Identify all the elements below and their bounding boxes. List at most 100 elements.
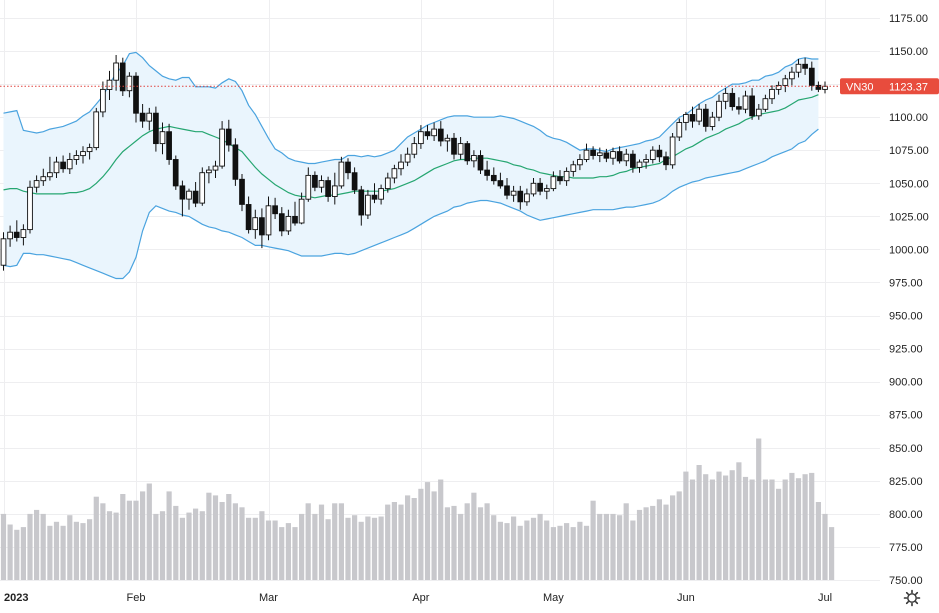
- candle: [93, 107, 100, 151]
- candle: [557, 170, 563, 185]
- candle-body: [497, 180, 504, 187]
- candle-body: [232, 144, 239, 180]
- y-tick-label: 975.00: [889, 278, 923, 290]
- candle-body: [133, 75, 139, 114]
- candle-body: [504, 185, 510, 196]
- volume-bar: [723, 475, 729, 580]
- x-tick-label: 2023: [4, 592, 28, 604]
- volume-bar: [636, 509, 643, 580]
- candle-body: [610, 151, 616, 159]
- candle-body: [517, 190, 524, 203]
- candle: [716, 94, 722, 122]
- candle-body: [27, 186, 33, 231]
- volume-bar: [564, 523, 570, 580]
- candle: [411, 137, 418, 159]
- candle-body: [86, 147, 93, 153]
- candle-body: [126, 75, 133, 92]
- x-tick-label: Mar: [259, 592, 278, 604]
- candle-body: [365, 194, 371, 216]
- volume-bar: [477, 507, 484, 580]
- candle-body: [13, 231, 20, 238]
- candle-body: [736, 106, 742, 110]
- candle: [285, 209, 292, 235]
- candle-body: [378, 188, 384, 200]
- volume-bar: [398, 504, 404, 580]
- volume-bar: [140, 491, 146, 580]
- candle-body: [822, 85, 828, 90]
- y-tick-label: 900.00: [889, 377, 923, 389]
- candle-body: [649, 149, 656, 160]
- candle: [53, 156, 60, 178]
- candle: [139, 104, 146, 128]
- volume-bar: [27, 513, 33, 580]
- volume-bar: [663, 504, 669, 580]
- volume-bar: [418, 488, 424, 580]
- candle-body: [331, 185, 338, 197]
- candle: [822, 81, 828, 94]
- candle-body: [689, 114, 696, 122]
- candle: [749, 88, 755, 120]
- volume-bar: [815, 502, 821, 580]
- candle-body: [590, 149, 596, 156]
- y-tick-label: 1025.00: [889, 211, 929, 223]
- volume-bar: [318, 504, 325, 580]
- candle: [365, 189, 371, 219]
- volume-bar: [212, 495, 219, 580]
- volume-bar: [60, 525, 66, 580]
- candle-body: [285, 215, 292, 232]
- volume-bars: [0, 438, 835, 580]
- candle: [742, 90, 749, 114]
- lower-band-line: [3, 128, 819, 280]
- candle: [245, 196, 252, 234]
- volume-bar: [550, 527, 556, 580]
- candle: [239, 174, 245, 212]
- volume-bar: [683, 471, 689, 580]
- candle: [305, 167, 312, 202]
- candle: [570, 160, 577, 177]
- candle-body: [775, 84, 782, 90]
- candle-body: [166, 131, 172, 160]
- candle: [484, 160, 490, 181]
- candle-body: [729, 92, 736, 108]
- volume-bar: [570, 527, 576, 580]
- volume-bar: [312, 513, 318, 580]
- candle-body: [563, 170, 570, 182]
- volume-bar: [371, 517, 378, 580]
- candle: [20, 224, 27, 246]
- volume-bar: [630, 520, 636, 580]
- volume-bar: [7, 524, 13, 580]
- candle: [186, 188, 192, 210]
- volume-bar: [517, 525, 523, 580]
- candle-body: [669, 136, 676, 166]
- y-tick-label: 850.00: [889, 443, 923, 455]
- settings-gear-icon[interactable]: [903, 589, 921, 607]
- volume-bar: [219, 502, 225, 580]
- candle: [775, 81, 782, 95]
- candle-body: [239, 178, 245, 205]
- candle-body: [219, 128, 225, 167]
- volume-bar: [385, 504, 391, 580]
- candle: [398, 154, 404, 176]
- y-tick-label: 750.00: [889, 575, 923, 587]
- volume-bar: [279, 527, 285, 580]
- candle: [259, 208, 265, 249]
- volume-bar: [153, 513, 159, 580]
- candle: [815, 81, 822, 93]
- time-axis[interactable]: 2023 Feb Mar Apr May Jun Jul: [4, 592, 832, 604]
- candle-body: [696, 108, 702, 122]
- volume-bar: [80, 523, 86, 580]
- candle: [444, 134, 451, 152]
- candle-body: [683, 114, 689, 123]
- middle-band-line: [3, 94, 819, 199]
- price-axis[interactable]: 1175.001150.001125.001100.001075.001050.…: [889, 13, 929, 587]
- candle: [471, 150, 477, 168]
- candle-body: [404, 153, 411, 163]
- candle: [649, 146, 656, 164]
- candle-body: [603, 152, 610, 159]
- candle: [689, 106, 696, 128]
- volume-bar: [391, 502, 397, 580]
- volume-bar: [272, 520, 278, 580]
- volume-bar: [776, 488, 782, 580]
- candle-body: [510, 190, 517, 196]
